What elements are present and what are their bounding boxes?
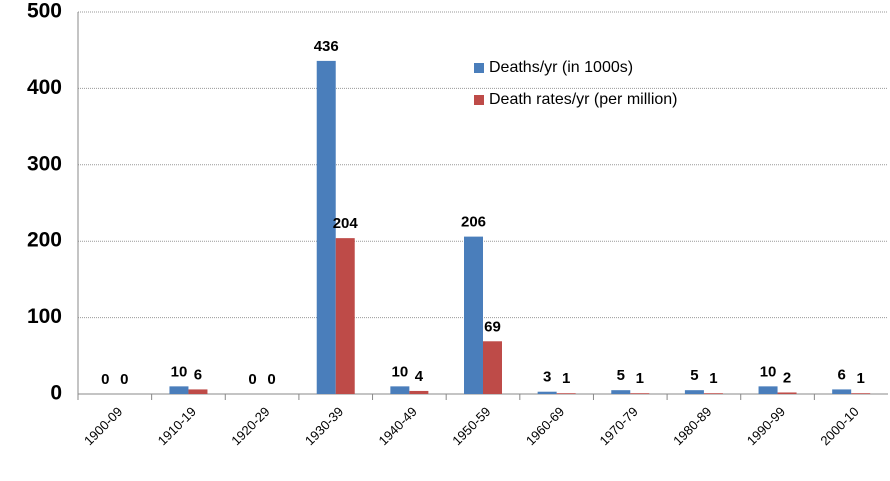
bar [851,393,871,394]
x-tick-label: 1980-89 [670,404,714,448]
data-label: 69 [484,318,501,335]
x-tick-label: 1910-19 [155,404,199,448]
legend-swatch [474,95,484,105]
bar [777,392,797,394]
x-tick-label: 1990-99 [744,404,788,448]
x-tick-label: 1950-59 [449,404,493,448]
x-tick-label: 1920-29 [228,404,272,448]
x-tick-label: 2000-10 [817,404,861,448]
bar [832,389,852,394]
y-tick-label: 200 [27,229,62,252]
data-label: 4 [415,368,424,385]
bar [390,386,410,394]
bar [556,393,576,394]
data-label: 436 [314,38,339,55]
bar [611,390,631,394]
bar [464,236,483,394]
data-label: 204 [333,215,359,232]
data-label: 5 [617,367,625,384]
data-label: 6 [194,366,202,383]
bar [409,390,429,394]
data-label: 1 [709,370,717,387]
legend-swatch [474,63,484,73]
data-label: 3 [543,369,551,386]
data-label: 1 [562,370,570,387]
bar [630,393,650,394]
x-tick-label: 1930-39 [302,404,346,448]
bar [703,393,723,394]
bar [684,390,704,394]
legend-label: Deaths/yr (in 1000s) [489,59,633,76]
data-label: 10 [171,363,188,380]
x-tick-label: 1900-09 [81,404,125,448]
data-label: 0 [120,371,128,388]
bar [758,386,778,394]
data-label: 0 [101,371,109,388]
data-label: 6 [838,366,846,383]
data-label: 10 [760,363,777,380]
bar [483,341,502,394]
data-label: 0 [248,371,256,388]
y-tick-label: 100 [27,305,62,328]
data-label: 5 [690,367,698,384]
bar [169,386,189,394]
data-label: 0 [267,371,275,388]
y-tick-label: 0 [50,382,62,405]
bar [188,389,208,394]
data-label: 1 [636,370,644,387]
bar [335,238,355,394]
x-tick-label: 1960-69 [523,404,567,448]
y-tick-label: 500 [27,0,62,23]
x-tick-label: 1970-79 [596,404,640,448]
data-label: 2 [783,369,791,386]
bar [316,60,336,395]
x-tick-label: 1940-49 [376,404,420,448]
y-tick-label: 400 [27,76,62,99]
data-label: 1 [857,370,865,387]
y-tick-label: 300 [27,152,62,175]
data-label: 10 [392,363,409,380]
legend-label: Death rates/yr (per million) [489,91,678,108]
data-label: 206 [461,214,486,231]
bar [537,391,557,394]
